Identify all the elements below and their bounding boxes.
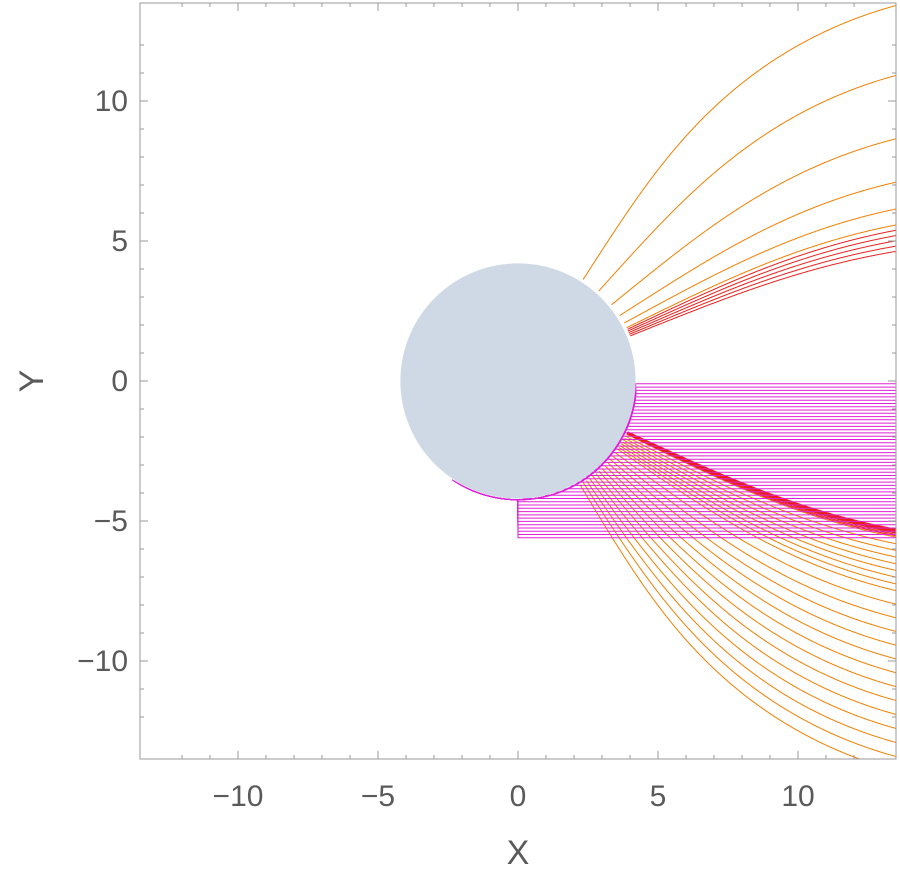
near-critical-trajectory [630, 250, 896, 337]
near-critical-trajectory [626, 433, 896, 537]
captured-trajectory [451, 383, 896, 501]
outer-trajectory [617, 448, 896, 592]
outer-trajectory [624, 208, 896, 324]
outer-trajectory [582, 482, 896, 758]
trajectory-curves [451, 4, 896, 759]
outer-trajectory [622, 439, 896, 558]
y-tick-label: 5 [111, 225, 128, 258]
x-tick-labels: −10 −5 0 5 10 [213, 780, 815, 813]
x-tick-label: 10 [781, 780, 814, 813]
outer-trajectory [619, 181, 896, 317]
y-tick-label: 0 [111, 365, 128, 398]
outer-trajectory [601, 467, 896, 674]
x-axis-label: X [507, 834, 530, 872]
outer-trajectory [595, 473, 896, 702]
central-disk [400, 263, 636, 499]
outer-trajectory [626, 224, 896, 329]
outer-trajectory [626, 433, 896, 538]
axis-ticks [140, 3, 896, 759]
outer-trajectory [619, 445, 896, 578]
outer-trajectory [589, 478, 896, 729]
y-tick-label: −5 [94, 505, 128, 538]
outer-trajectory [609, 459, 896, 632]
outer-trajectory [614, 452, 896, 605]
outer-trajectory [611, 138, 896, 306]
outer-trajectory [618, 446, 896, 585]
x-tick-label: −10 [213, 780, 264, 813]
outer-trajectory [604, 465, 896, 660]
outer-trajectory [582, 4, 896, 280]
outer-trajectory [592, 475, 896, 715]
outer-trajectory [598, 74, 896, 292]
y-axis-label: Y [13, 370, 51, 393]
outer-trajectory [612, 455, 896, 619]
x-tick-label: −5 [361, 780, 395, 813]
y-tick-label: −10 [77, 645, 128, 678]
outer-trajectory [620, 443, 896, 571]
outer-trajectory [579, 484, 861, 759]
outer-trajectory [598, 470, 896, 688]
outer-trajectory [622, 441, 896, 565]
near-critical-trajectory [627, 235, 896, 332]
near-critical-trajectory [628, 240, 896, 334]
near-critical-trajectory [629, 245, 896, 335]
outer-trajectory [625, 435, 896, 545]
y-tick-labels: −10 −5 0 5 10 [77, 85, 128, 678]
near-critical-trajectory [627, 229, 896, 330]
outer-trajectory [586, 480, 896, 744]
captured-trajectory [495, 494, 896, 501]
obstacle-disk [400, 263, 636, 499]
x-tick-label: 5 [650, 780, 667, 813]
y-tick-label: 10 [95, 85, 128, 118]
near-critical-trajectory [627, 431, 896, 530]
captured-trajectory [496, 497, 896, 501]
x-tick-label: 0 [510, 780, 527, 813]
